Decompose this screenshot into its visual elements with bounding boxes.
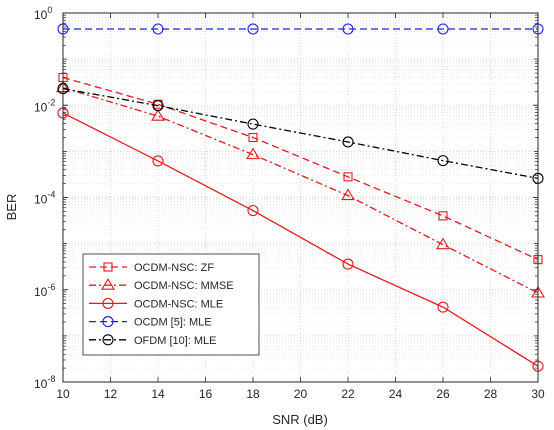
x-tick-label: 26	[436, 387, 450, 401]
x-tick-label: 30	[531, 387, 545, 401]
x-tick-label: 12	[104, 387, 118, 401]
data-point	[247, 23, 259, 35]
grid-layer	[62, 13, 539, 383]
data-point	[437, 23, 449, 35]
data-point	[247, 118, 259, 130]
x-axis-label: SNR (dB)	[272, 412, 328, 427]
data-point	[246, 147, 260, 160]
data-point	[438, 211, 448, 221]
x-tick-label: 10	[56, 387, 70, 401]
data-point	[248, 132, 258, 143]
legend-label: OFDM [10]: MLE	[134, 335, 217, 347]
data-point	[151, 109, 165, 121]
x-tick-label: 16	[199, 387, 213, 401]
legend-label: OCDM [5]: MLE	[134, 317, 212, 329]
series-line	[62, 112, 539, 367]
legend-marker	[103, 262, 113, 272]
data-point	[152, 100, 164, 112]
legend-marker	[102, 334, 114, 346]
data-point	[342, 136, 354, 148]
series-layer	[56, 23, 545, 372]
legend-marker	[101, 278, 115, 290]
data-point	[436, 237, 450, 250]
x-tick-label: 14	[151, 387, 165, 401]
legend-label: OCDM-NSC: MMSE	[134, 280, 234, 292]
y-tick-label: 10-8	[34, 374, 55, 391]
legend-label: OCDM-NSC: ZF	[134, 262, 214, 274]
legend: OCDM-NSC: ZF OCDM-NSC: MMSE OCDM-NSC: MLE O…	[82, 253, 260, 356]
x-tick-label: 22	[341, 387, 355, 401]
x-tick-label: 24	[389, 387, 403, 401]
series-line	[62, 87, 539, 179]
y-axis-label: BER	[4, 194, 19, 221]
data-point	[437, 301, 449, 313]
ticks-layer: 10 12 14 16 18 20 22 24 26 28 30 100 10-2 10-4 10-6 10-…	[34, 5, 545, 401]
x-tick-label: 28	[484, 387, 498, 401]
data-point	[342, 258, 354, 270]
y-tick-label: 100	[34, 5, 52, 22]
data-point	[152, 23, 164, 35]
series-5	[57, 83, 544, 184]
data-point	[152, 155, 164, 167]
data-point	[342, 23, 354, 35]
y-tick-label: 10-6	[34, 282, 55, 299]
data-point	[437, 155, 449, 167]
data-point	[343, 172, 353, 182]
legend-marker	[102, 297, 114, 309]
legend-label: OCDM-NSC: MLE	[134, 298, 223, 310]
x-tick-label: 20	[294, 387, 308, 401]
data-point	[341, 188, 355, 201]
x-tick-label: 18	[246, 387, 260, 401]
y-tick-label: 10-4	[34, 190, 55, 207]
series-line	[62, 76, 539, 261]
legend-marker	[102, 316, 114, 328]
y-tick-label: 10-2	[34, 97, 55, 114]
data-point	[247, 205, 259, 217]
